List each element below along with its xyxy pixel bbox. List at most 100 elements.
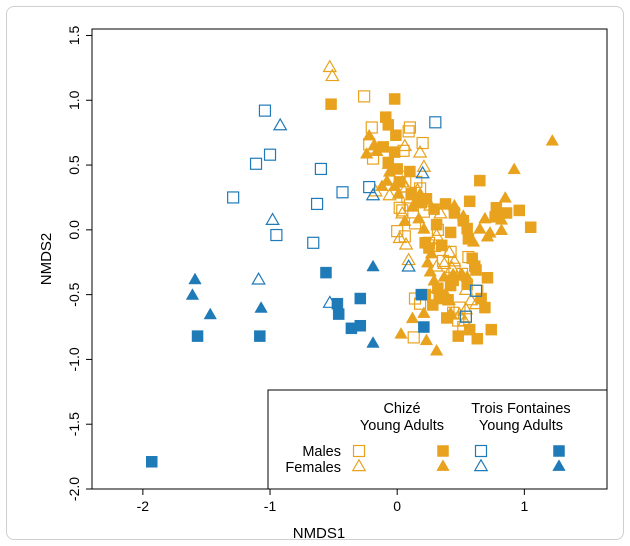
chize-adults-females-point: [413, 187, 427, 199]
trois-fontaines-young-males-point: [336, 186, 349, 199]
chize-young-males-point: [398, 230, 411, 243]
chize-adults-females-point: [447, 198, 462, 211]
legend-header-trois-fontaines: Trois Fontaines: [471, 401, 570, 417]
trois-fontaines-young-males-point: [270, 228, 283, 242]
chize-young-males-point: [407, 331, 420, 344]
y-axis: -2.0 -1.5 -1.0 -0.5 0.0 0.5 1.0 1.5: [66, 26, 92, 501]
x-axis: -2 -1 0 1: [137, 489, 528, 514]
trois-fontaines-adults-males-point: [418, 321, 430, 333]
legend-chize-young-females-marker: [351, 458, 367, 472]
legend-chize-adults-males-marker: [437, 445, 449, 457]
figure-frame: [6, 6, 624, 540]
trois-fontaines-adults-males-point: [332, 308, 345, 320]
chize-adults-females-point: [507, 162, 521, 175]
chize-young-females-point: [442, 244, 457, 258]
trois-fontaines-adults-females-point: [366, 259, 380, 272]
chize-adults-males-point: [463, 195, 476, 208]
x-tick-label: -1: [264, 498, 277, 514]
chize-adults-males-point: [444, 279, 457, 292]
trois-fontaines-young-males-point: [227, 191, 240, 204]
chize-adults-males-point: [439, 198, 452, 210]
trois-fontaines-adults-females-point: [203, 307, 217, 320]
chize-young-males-point: [416, 136, 429, 150]
legend-markers: [351, 444, 566, 472]
data-points: [146, 59, 559, 468]
chize-adults-females-point: [359, 146, 374, 159]
y-tick-label: 1.5: [66, 26, 82, 46]
chize-adults-males-point: [524, 221, 537, 234]
chize-young-males-point: [358, 90, 371, 103]
trois-fontaines-adults-females-point: [366, 336, 380, 348]
trois-fontaines-young-males-point: [258, 104, 272, 117]
trois-fontaines-adults-females-point: [254, 301, 268, 313]
x-axis-title: NMDS1: [293, 525, 346, 542]
chize-young-females-point: [398, 236, 414, 250]
chize-adults-females-point: [421, 255, 435, 268]
legend-trois-fontaines-adults-females-marker: [552, 459, 566, 471]
y-tick-label: 1.0: [66, 90, 82, 110]
chize-adults-females-point: [494, 223, 509, 235]
chize-adults-females-point: [412, 211, 426, 224]
chize-young-males-point: [403, 121, 417, 134]
trois-fontaines-adults-males-point: [254, 330, 266, 342]
trois-fontaines-adults-females-point: [185, 288, 200, 300]
trois-fontaines-young-males-point: [249, 157, 263, 170]
legend-trois-fontaines-adults-males-marker: [553, 445, 565, 457]
chize-young-females-point: [452, 306, 467, 320]
x-tick-label: -2: [137, 498, 150, 514]
chize-adults-males-point: [471, 332, 484, 345]
trois-fontaines-young-males-point: [314, 162, 327, 176]
trois-fontaines-young-males-point: [307, 236, 320, 249]
chize-young-females-point: [401, 252, 416, 266]
chize-adults-females-point: [423, 264, 437, 277]
y-tick-label: -1.5: [66, 412, 82, 436]
trois-fontaines-adults-females-point: [188, 272, 202, 285]
trois-fontaines-young-females-point: [265, 212, 280, 225]
legend-box: [267, 389, 608, 490]
legend: Chizé Young Adults Trois Fontaines Young…: [267, 389, 608, 490]
trois-fontaines-young-males-point: [429, 116, 442, 129]
legend-header-chize: Chizé: [383, 401, 420, 417]
chize-adults-females-point: [446, 267, 460, 280]
trois-fontaines-adults-males-point: [415, 288, 428, 301]
y-tick-label: -2.0: [66, 477, 82, 501]
chize-young-females-point: [397, 138, 413, 152]
chize-young-females-point: [394, 205, 410, 219]
legend-subheader-trois-fontaines: Young Adults: [479, 418, 563, 434]
chize-young-males-point: [365, 121, 378, 134]
chize-young-males-point: [393, 201, 406, 214]
trois-fontaines-young-females-point: [272, 117, 288, 131]
trois-fontaines-young-males-point: [459, 310, 472, 323]
chize-adults-females-point: [456, 209, 470, 221]
chize-young-males-point: [410, 175, 423, 189]
y-tick-label: 0.5: [66, 155, 82, 175]
chize-young-females-point: [392, 230, 408, 244]
chize-adults-males-point: [463, 323, 476, 336]
legend-chize-young-males-marker: [352, 444, 366, 458]
chize-adults-females-point: [424, 246, 439, 259]
chize-young-males-point: [402, 125, 415, 138]
chize-adults-males-point: [481, 272, 494, 284]
chize-adults-males-point: [427, 299, 439, 311]
chize-adults-females-point: [478, 211, 492, 224]
chize-adults-males-point: [452, 330, 464, 342]
legend-row-males: Males: [302, 444, 341, 460]
chize-adults-females-point: [394, 327, 408, 339]
trois-fontaines-young-females-point: [415, 165, 430, 179]
chize-young-females-point: [463, 292, 479, 306]
chize-adults-females-point: [419, 333, 434, 346]
chize-adults-males-point: [474, 174, 486, 187]
chize-adults-females-point: [442, 293, 456, 305]
chize-adults-females-point: [498, 191, 512, 203]
chize-adults-males-point: [388, 146, 401, 158]
chize-adults-males-point: [513, 204, 526, 217]
y-tick-label: -1.0: [66, 347, 82, 371]
trois-fontaines-young-males-point: [310, 197, 324, 211]
chize-adults-females-point: [370, 144, 384, 156]
chize-young-females-point: [382, 187, 397, 201]
trois-fontaines-young-males-point: [469, 284, 483, 297]
chize-adults-females-point: [466, 235, 481, 247]
chize-young-females-point: [447, 253, 462, 267]
trois-fontaines-young-males-point: [263, 148, 277, 161]
